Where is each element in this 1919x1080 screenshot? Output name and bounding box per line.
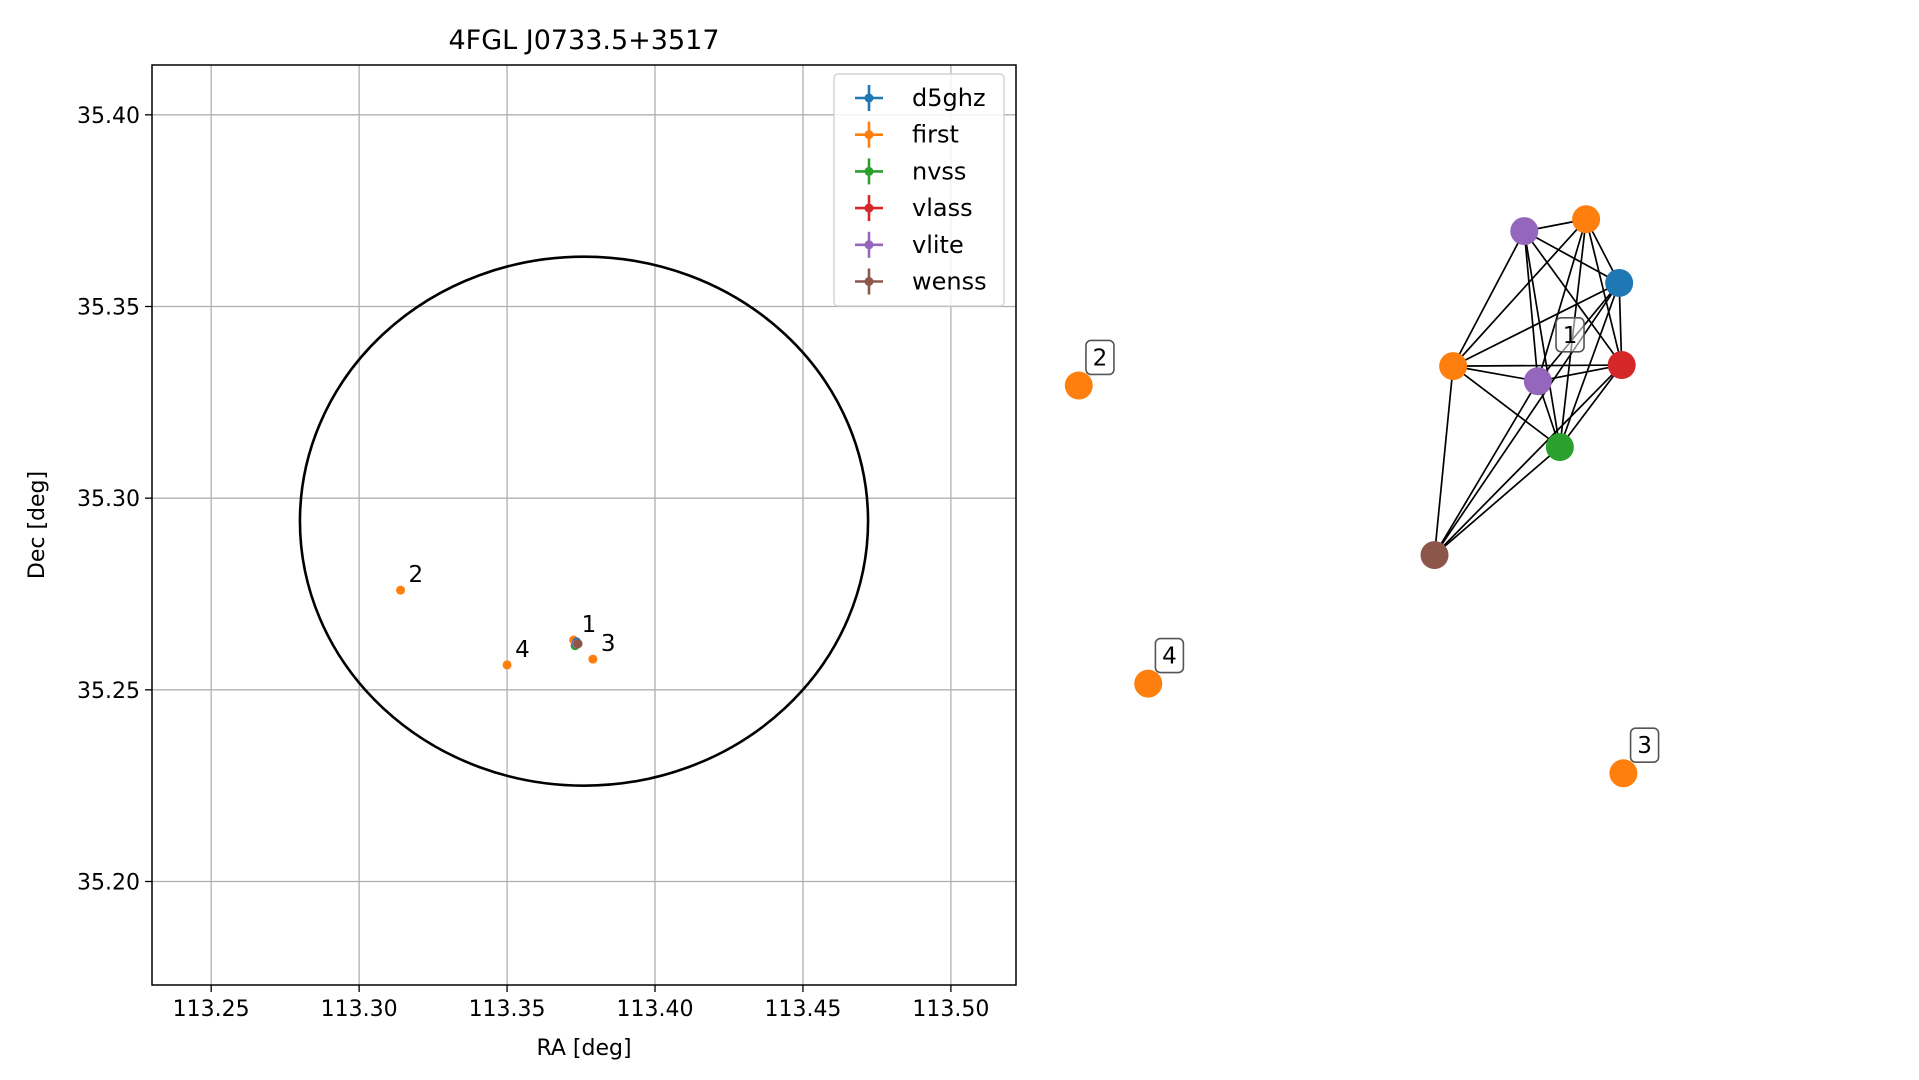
network-edge — [1433, 364, 1623, 556]
network-label-text: 3 — [1637, 733, 1652, 759]
legend-entry-d5ghz: d5ghz — [855, 84, 986, 112]
legend-label: vlite — [912, 231, 964, 259]
x-axis-label: RA [deg] — [536, 1036, 631, 1061]
network-edge — [1537, 218, 1587, 382]
network-panel: 1 2 4 3 — [1064, 205, 1660, 788]
network-label-box — [1154, 637, 1185, 674]
legend-label: first — [912, 121, 959, 149]
network-node-first — [1572, 205, 1601, 234]
network-edge — [1433, 446, 1561, 556]
legend-label: vlass — [912, 194, 973, 222]
network-edge — [1452, 282, 1620, 367]
network-edge — [1537, 364, 1622, 383]
network-label: 1 — [1555, 316, 1585, 353]
network-edge — [1523, 230, 1623, 366]
network-edge — [1433, 282, 1620, 556]
network-node-nvss — [1545, 433, 1574, 462]
network-edge — [1452, 218, 1587, 367]
point-label: 3 — [601, 631, 616, 657]
y-tick-label: 35.30 — [77, 487, 140, 512]
network-node-first — [1134, 669, 1163, 698]
y-tick-label: 35.40 — [77, 104, 140, 129]
network-node-vlite — [1510, 217, 1539, 246]
network-edge — [1453, 365, 1538, 383]
network-edge — [1559, 364, 1623, 448]
network-label: 4 — [1154, 637, 1185, 674]
point-label: 1 — [582, 612, 597, 638]
x-tick-label: 113.40 — [617, 997, 694, 1022]
network-edge — [1523, 230, 1561, 448]
network-label-text: 2 — [1093, 345, 1108, 371]
point-label: 2 — [409, 562, 424, 588]
x-tick-label: 113.50 — [912, 997, 989, 1022]
network-edge — [1453, 364, 1622, 367]
axes-frame — [151, 64, 1017, 986]
network-edge — [1585, 219, 1623, 366]
x-tick-label: 113.30 — [321, 997, 398, 1022]
network-label-text: 1 — [1563, 323, 1578, 349]
legend-marker-dot — [864, 240, 874, 250]
network-node-vlass — [1607, 351, 1636, 380]
legend-label: d5ghz — [912, 84, 986, 112]
network-labels: 1 2 4 3 — [1085, 316, 1660, 764]
network-nodes — [1064, 205, 1638, 788]
point-first — [588, 654, 598, 664]
legend-entry-vlite: vlite — [855, 231, 964, 259]
legend-entry-first: first — [855, 121, 959, 149]
network-edge — [1433, 380, 1539, 556]
network-node-first — [1439, 352, 1468, 381]
point-first — [396, 585, 406, 595]
legend-marker-dot — [864, 203, 874, 213]
legend-entries: d5ghz first nvss vlass vlite wenss — [855, 84, 987, 296]
x-axis-ticks: 113.25 113.30 113.35 113.40 113.45 113.50 — [173, 985, 989, 1022]
network-node-wenss — [1420, 541, 1449, 570]
legend-label: nvss — [912, 157, 966, 185]
ellipse-layer — [298, 255, 870, 787]
x-tick-label: 113.25 — [173, 997, 250, 1022]
y-tick-label: 35.20 — [77, 871, 140, 896]
point-label: 4 — [515, 637, 530, 663]
y-axis-label: Dec [deg] — [25, 471, 50, 579]
points-layer — [396, 585, 598, 670]
scatter-panel: 1 2 3 4 113.25 113.30 113.35 113.40 113.45 113.5… — [25, 25, 1017, 1061]
network-edge — [1523, 231, 1539, 382]
legend-marker-dot — [864, 130, 874, 140]
legend-marker-dot — [864, 166, 874, 176]
x-tick-label: 113.45 — [764, 997, 841, 1022]
legend-label: wenss — [912, 268, 987, 296]
legend-box — [833, 73, 1005, 307]
network-node-d5ghz — [1605, 268, 1634, 297]
network-label-box — [1629, 727, 1660, 764]
legend-marker-dot — [864, 93, 874, 103]
legend-entry-nvss: nvss — [855, 157, 966, 185]
network-label-text: 4 — [1162, 644, 1177, 670]
network-edge — [1523, 230, 1620, 284]
point-wenss — [573, 639, 583, 649]
network-node-first — [1064, 371, 1093, 400]
legend: d5ghz first nvss vlass vlite wenss — [833, 73, 1005, 307]
network-edge — [1452, 230, 1526, 367]
legend-marker-dot — [864, 277, 874, 286]
x-tick-label: 113.35 — [469, 997, 546, 1022]
legend-entry-vlass: vlass — [855, 194, 973, 222]
network-label-box — [1085, 339, 1115, 376]
network-edge — [1433, 366, 1454, 556]
network-label: 3 — [1629, 727, 1660, 764]
y-tick-label: 35.35 — [77, 296, 140, 321]
error-ellipse — [298, 255, 870, 787]
network-node-first — [1609, 759, 1638, 788]
network-label: 2 — [1085, 339, 1115, 376]
y-tick-label: 35.25 — [77, 679, 140, 704]
y-axis-ticks: 35.20 35.25 35.30 35.35 35.40 — [77, 104, 152, 896]
point-labels: 1 2 3 4 — [409, 562, 616, 663]
network-edge — [1452, 365, 1561, 448]
network-label-box — [1555, 316, 1585, 353]
legend-entry-wenss: wenss — [855, 268, 987, 296]
network-node-vlite — [1523, 367, 1552, 396]
chart-title: 4FGL J0733.5+3517 — [448, 25, 719, 56]
point-first — [502, 660, 512, 670]
